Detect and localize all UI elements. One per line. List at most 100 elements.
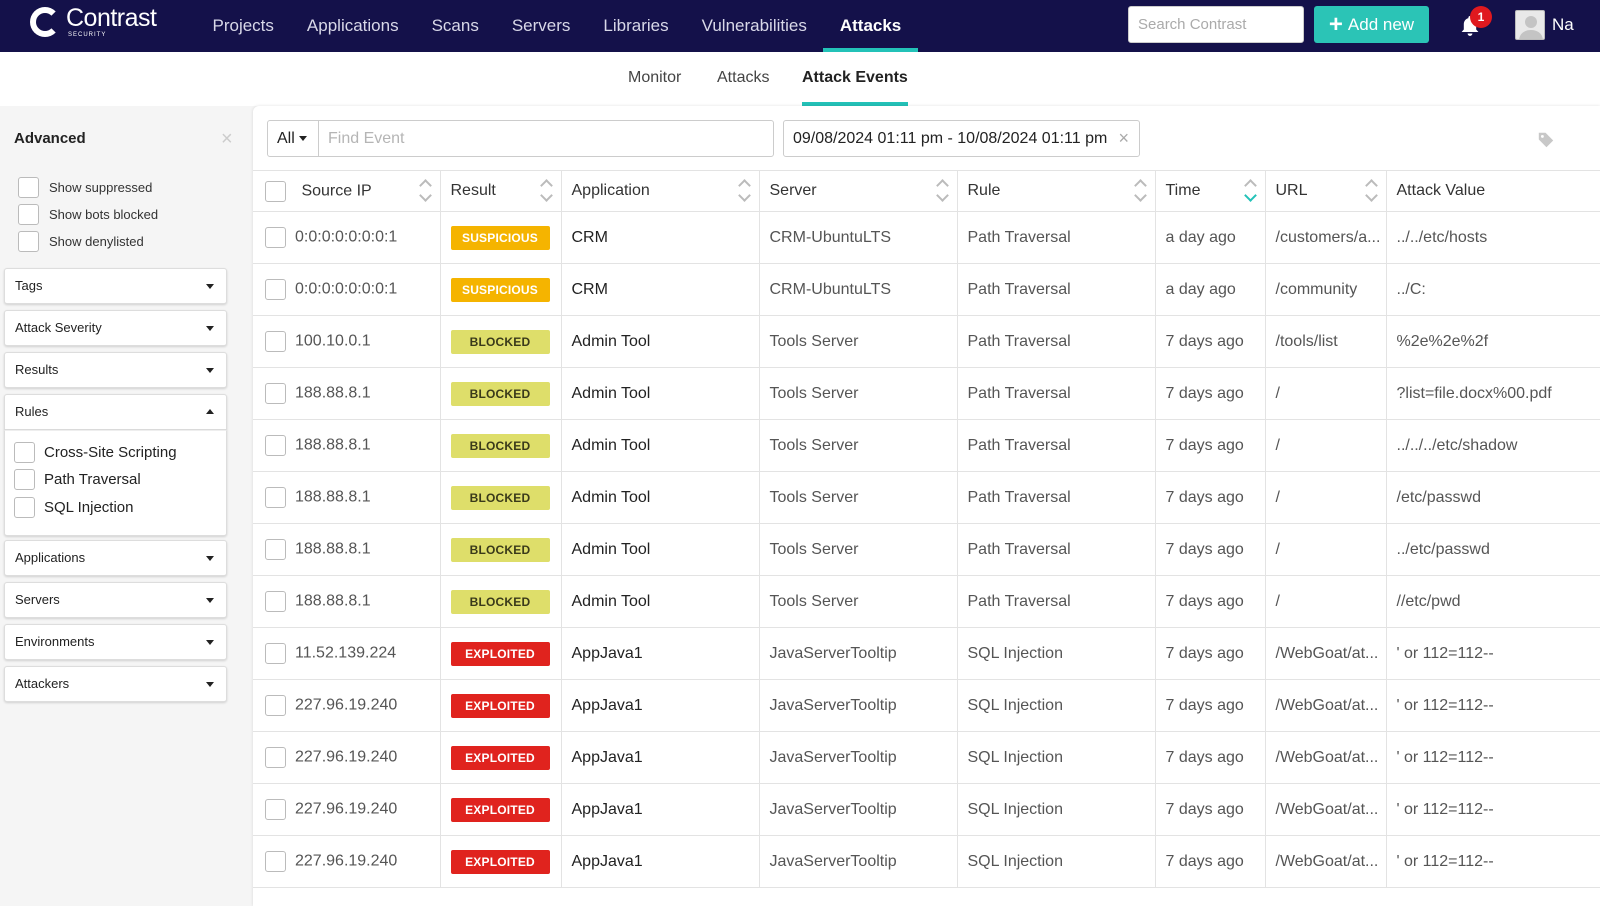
filter-attackers[interactable]: Attackers — [4, 666, 227, 702]
sort-icon[interactable] — [738, 179, 752, 203]
server-cell[interactable]: CRM-UbuntuLTS — [759, 211, 958, 264]
server-cell[interactable]: Tools Server — [759, 419, 958, 472]
column-header-time[interactable]: Time — [1155, 170, 1266, 212]
tag-icon[interactable] — [1537, 131, 1555, 149]
row-checkbox[interactable] — [265, 383, 286, 404]
rule-cell[interactable]: SQL Injection — [957, 627, 1156, 680]
filter-environments[interactable]: Environments — [4, 624, 227, 660]
rule-cell[interactable]: SQL Injection — [957, 731, 1156, 784]
filter-tags[interactable]: Tags — [4, 268, 227, 304]
table-row[interactable]: 100.10.0.1 BLOCKED Admin Tool Tools Server P… — [253, 315, 1600, 368]
rule-cell[interactable]: Path Traversal — [957, 419, 1156, 472]
table-row[interactable]: 188.88.8.1 BLOCKED Admin Tool Tools Server P… — [253, 575, 1600, 628]
clear-icon[interactable]: × — [1118, 128, 1129, 148]
checkbox[interactable] — [18, 204, 39, 225]
scope-dropdown[interactable]: All — [267, 120, 319, 157]
filter-attack-severity[interactable]: Attack Severity — [4, 310, 227, 346]
table-row[interactable]: 0:0:0:0:0:0:0:1 SUSPICIOUS CRM CRM-UbuntuLT… — [253, 211, 1600, 264]
rule-cell[interactable]: Path Traversal — [957, 367, 1156, 420]
nav-attacks[interactable]: Attacks — [823, 0, 919, 52]
server-cell[interactable]: Tools Server — [759, 367, 958, 420]
application-cell[interactable]: Admin Tool — [561, 471, 760, 524]
row-checkbox[interactable] — [265, 539, 286, 560]
rule-option-sql-injection[interactable]: SQL Injection — [14, 497, 134, 518]
application-cell[interactable]: Admin Tool — [561, 315, 760, 368]
source-ip[interactable]: 0:0:0:0:0:0:0:1 — [295, 228, 398, 246]
nav-servers[interactable]: Servers — [511, 16, 571, 35]
rule-cell[interactable]: Path Traversal — [957, 211, 1156, 264]
global-search-input[interactable] — [1128, 6, 1304, 43]
sort-icon[interactable] — [1365, 179, 1379, 203]
server-cell[interactable]: JavaServerTooltip — [759, 835, 958, 888]
row-checkbox[interactable] — [265, 799, 286, 820]
server-cell[interactable]: Tools Server — [759, 575, 958, 628]
nav-projects[interactable]: Projects — [212, 16, 274, 35]
application-cell[interactable]: Admin Tool — [561, 523, 760, 576]
rule-cell[interactable]: Path Traversal — [957, 523, 1156, 576]
source-ip[interactable]: 188.88.8.1 — [295, 540, 371, 558]
nav-scans[interactable]: Scans — [431, 16, 479, 35]
nav-libraries[interactable]: Libraries — [603, 16, 669, 35]
filter-servers[interactable]: Servers — [4, 582, 227, 618]
rule-option-xss[interactable]: Cross-Site Scripting — [14, 442, 177, 463]
sort-icon[interactable] — [1134, 179, 1148, 203]
add-new-button[interactable]: + Add new — [1314, 6, 1429, 43]
tab-attacks[interactable]: Attacks — [717, 69, 770, 86]
table-row[interactable]: 188.88.8.1 BLOCKED Admin Tool Tools Server P… — [253, 523, 1600, 576]
server-cell[interactable]: JavaServerTooltip — [759, 783, 958, 836]
source-ip[interactable]: 100.10.0.1 — [295, 332, 371, 350]
table-row[interactable]: 227.96.19.240 EXPLOITED AppJava1 JavaServer… — [253, 835, 1600, 888]
column-header-server[interactable]: Server — [759, 170, 958, 212]
rule-option-path-traversal[interactable]: Path Traversal — [14, 469, 141, 490]
source-ip[interactable]: 188.88.8.1 — [295, 488, 371, 506]
nav-vulnerabilities[interactable]: Vulnerabilities — [701, 16, 807, 35]
checkbox[interactable] — [18, 231, 39, 252]
rule-cell[interactable]: Path Traversal — [957, 575, 1156, 628]
select-all-checkbox[interactable] — [265, 180, 286, 202]
row-checkbox[interactable] — [265, 279, 286, 300]
server-cell[interactable]: JavaServerTooltip — [759, 627, 958, 680]
application-cell[interactable]: Admin Tool — [561, 367, 760, 420]
column-header-url[interactable]: URL — [1265, 170, 1387, 212]
checkbox[interactable] — [14, 442, 35, 463]
column-header-application[interactable]: Application — [561, 170, 760, 212]
user-avatar[interactable] — [1515, 10, 1545, 40]
application-cell[interactable]: AppJava1 — [561, 835, 760, 888]
sort-icon[interactable] — [936, 179, 950, 203]
table-row[interactable]: 11.52.139.224 EXPLOITED AppJava1 JavaServer… — [253, 627, 1600, 680]
sort-icon[interactable] — [540, 179, 554, 203]
application-cell[interactable]: Admin Tool — [561, 419, 760, 472]
table-row[interactable]: 0:0:0:0:0:0:0:1 SUSPICIOUS CRM CRM-UbuntuLT… — [253, 263, 1600, 316]
rule-cell[interactable]: SQL Injection — [957, 835, 1156, 888]
table-row[interactable]: 188.88.8.1 BLOCKED Admin Tool Tools Server P… — [253, 471, 1600, 524]
application-cell[interactable]: AppJava1 — [561, 679, 760, 732]
close-icon[interactable]: × — [221, 128, 233, 150]
row-checkbox[interactable] — [265, 851, 286, 872]
rule-cell[interactable]: Path Traversal — [957, 263, 1156, 316]
rule-cell[interactable]: Path Traversal — [957, 471, 1156, 524]
nav-applications[interactable]: Applications — [306, 16, 399, 35]
source-ip[interactable]: 11.52.139.224 — [295, 644, 397, 662]
server-cell[interactable]: JavaServerTooltip — [759, 679, 958, 732]
row-checkbox[interactable] — [265, 331, 286, 352]
sort-desc-icon[interactable] — [1244, 179, 1258, 203]
checkbox[interactable] — [18, 177, 39, 198]
show-denylisted-option[interactable]: Show denylisted — [18, 231, 144, 252]
application-cell[interactable]: AppJava1 — [561, 627, 760, 680]
server-cell[interactable]: CRM-UbuntuLTS — [759, 263, 958, 316]
application-cell[interactable]: AppJava1 — [561, 731, 760, 784]
table-row[interactable]: 227.96.19.240 EXPLOITED AppJava1 JavaServer… — [253, 679, 1600, 732]
source-ip[interactable]: 188.88.8.1 — [295, 592, 371, 610]
tab-attack-events[interactable]: Attack Events — [802, 52, 908, 106]
row-checkbox[interactable] — [265, 747, 286, 768]
rule-cell[interactable]: SQL Injection — [957, 783, 1156, 836]
column-header-attack-value[interactable]: Attack Value — [1386, 170, 1600, 212]
sort-icon[interactable] — [419, 179, 433, 203]
server-cell[interactable]: Tools Server — [759, 523, 958, 576]
application-cell[interactable]: AppJava1 — [561, 783, 760, 836]
filter-rules[interactable]: Rules — [4, 394, 227, 430]
contrast-logo[interactable]: Contrast SECURITY — [30, 6, 157, 38]
source-ip[interactable]: 0:0:0:0:0:0:0:1 — [295, 280, 398, 298]
row-checkbox[interactable] — [265, 227, 286, 248]
table-row[interactable]: 227.96.19.240 EXPLOITED AppJava1 JavaServer… — [253, 731, 1600, 784]
